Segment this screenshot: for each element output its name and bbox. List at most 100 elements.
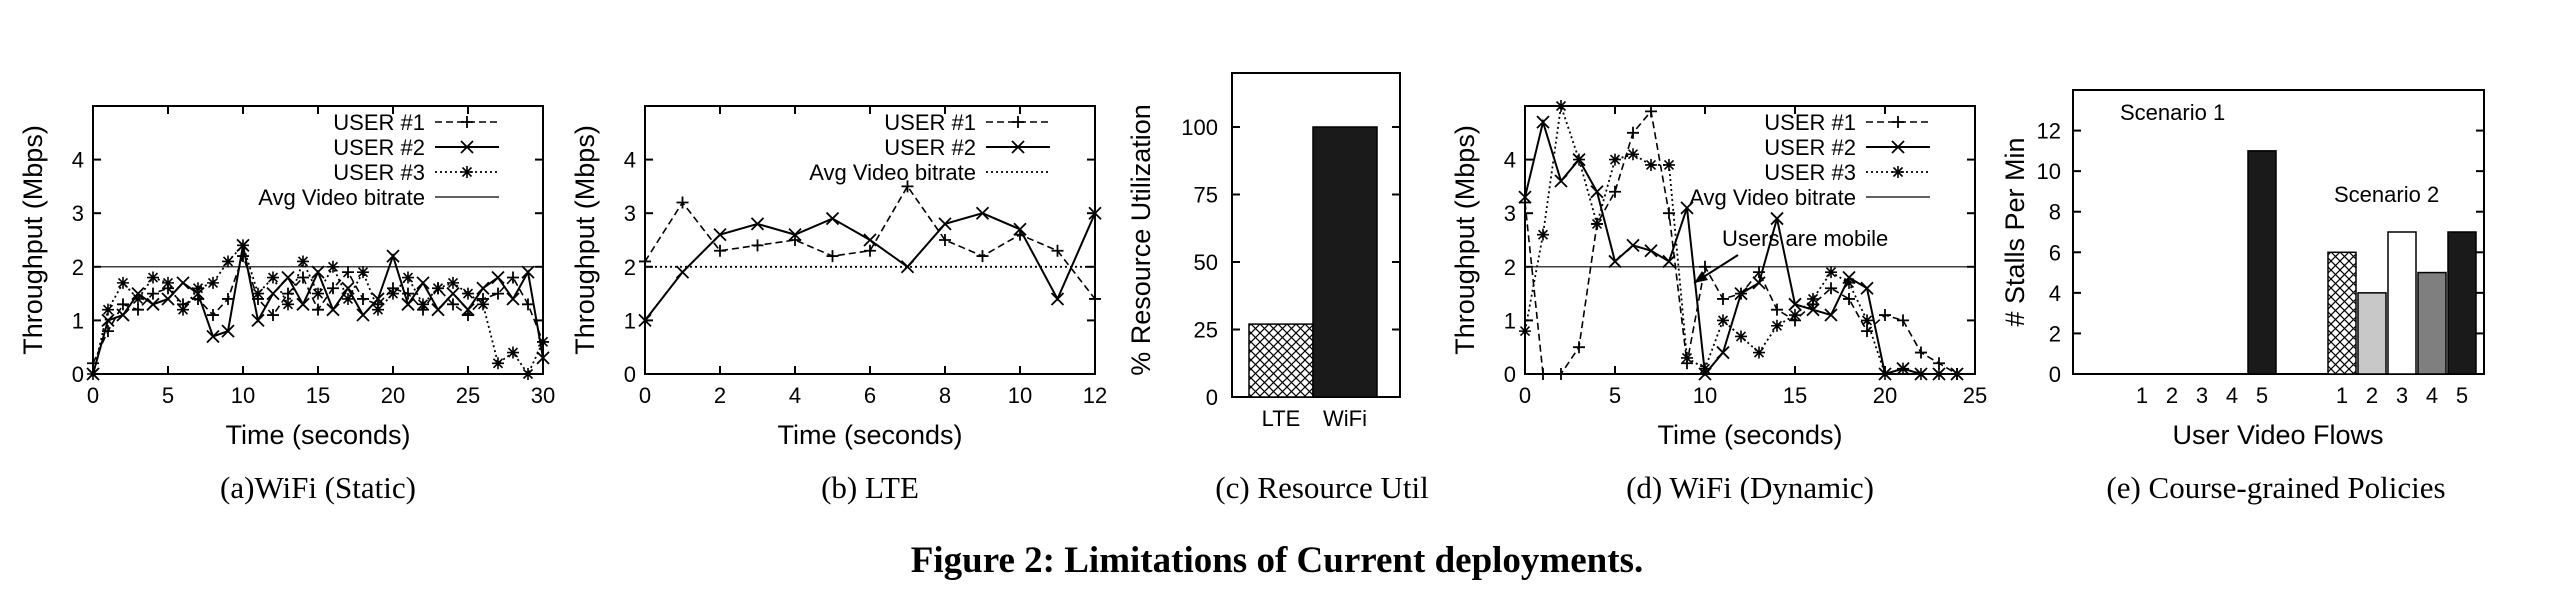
point-user-1 [1627, 126, 1639, 139]
y-axis-label: Throughput (Mbps) [570, 125, 600, 355]
point-user-2 [341, 281, 355, 295]
point-user-3 [1771, 319, 1783, 332]
x-tick-label: 3 [2396, 383, 2408, 408]
legend-label-user-1: USER #1 [884, 110, 976, 135]
legend-marker-user-1 [461, 116, 473, 128]
point-user-1 [492, 287, 504, 300]
y-tick-label: 4 [1504, 148, 1516, 173]
point-user-2 [296, 297, 310, 311]
point-user-2 [476, 281, 490, 295]
legend-marker-user-2 [460, 140, 474, 154]
point-user-3 [1627, 148, 1639, 161]
point-user-1 [1537, 368, 1549, 380]
bar-scenario-2-flow-3 [2387, 231, 2417, 375]
figure-caption: Figure 2: Limitations of Current deploym… [911, 540, 1643, 581]
point-user-2 [1518, 190, 1532, 204]
point-user-1 [976, 250, 989, 263]
point-user-3 [1591, 217, 1603, 230]
point-user-2 [1013, 222, 1027, 236]
point-user-3 [372, 303, 384, 316]
point-user-2 [1590, 185, 1604, 199]
point-user-1 [1771, 303, 1783, 316]
point-user-2 [266, 286, 280, 301]
point-user-1 [639, 255, 651, 268]
x-tick-label: 0 [1519, 383, 1531, 408]
plot-data [86, 238, 550, 381]
point-user-3 [177, 303, 189, 316]
annotation: Users are mobile [1693, 226, 1888, 284]
bar-scenario-2-flow-4 [2417, 271, 2447, 375]
x-tick-label: 0 [87, 383, 99, 408]
point-user-1 [147, 287, 159, 300]
point-user-3 [1879, 368, 1891, 380]
panel-caption: (e) Course-grained Policies [2106, 470, 2445, 505]
legend-label-avg-video-bitrate: Avg Video bitrate [809, 160, 976, 185]
point-user-2 [900, 260, 915, 274]
bar-lte [1248, 323, 1314, 398]
panel-c-resource-util: 0 25 50 75 100 LTE WiFi % Resource Utilization… [1126, 72, 1429, 505]
point-user-1 [447, 298, 459, 311]
y-tick-label: 2 [624, 255, 636, 280]
y-tick-label: 100 [1181, 115, 1218, 140]
point-user-2 [975, 206, 990, 220]
y-tick-label: 6 [2049, 240, 2061, 265]
point-user-2 [1554, 174, 1568, 188]
point-user-3 [1717, 314, 1729, 327]
x-tick-label: 6 [864, 383, 876, 408]
point-user-3 [462, 287, 474, 300]
point-user-2 [506, 292, 520, 306]
point-user-3 [342, 292, 354, 305]
point-user-1 [714, 244, 726, 257]
y-tick-label: 2 [2049, 321, 2061, 346]
point-user-1 [901, 180, 914, 193]
x-tick-label: 2 [2366, 383, 2378, 408]
legend-label-avg-video-bitrate: Avg Video bitrate [1689, 185, 1856, 210]
legend-marker-user-1 [1892, 116, 1904, 128]
y-tick-label: 0 [2049, 362, 2061, 387]
y-tick-label: 10 [2037, 159, 2061, 184]
y-tick-label: 2 [72, 255, 84, 280]
panel-caption: (c) Resource Util [1215, 470, 1428, 505]
point-user-3 [147, 271, 159, 284]
point-user-2 [176, 276, 190, 290]
legend-label-user-2: USER #2 [1764, 135, 1856, 160]
point-user-3 [132, 292, 144, 305]
plot-data [638, 180, 1102, 328]
x-tick-label: 12 [1083, 383, 1107, 408]
point-user-3 [1915, 368, 1927, 380]
x-tick-label: 5 [2456, 383, 2468, 408]
point-user-1 [1843, 292, 1855, 305]
point-user-2 [1824, 308, 1838, 322]
y-tick-label: 1 [624, 308, 636, 333]
x-tick-label: 3 [2196, 383, 2208, 408]
legend-marker-user-2 [1011, 140, 1025, 154]
point-user-1 [342, 266, 354, 279]
point-user-2 [116, 308, 130, 322]
y-tick-label: 12 [2037, 119, 2061, 144]
point-user-3 [1555, 100, 1567, 112]
point-user-2 [326, 303, 340, 317]
point-user-3 [252, 287, 264, 300]
point-user-1 [357, 292, 369, 305]
y-tick-label: 0 [1504, 362, 1516, 387]
point-user-2 [675, 265, 690, 279]
point-user-3 [207, 276, 219, 289]
point-user-3 [102, 303, 114, 316]
point-user-2 [401, 297, 415, 311]
point-user-1 [1645, 105, 1657, 118]
legend-label-user-2: USER #2 [884, 135, 976, 160]
point-user-2 [1644, 244, 1658, 258]
point-user-3 [447, 276, 459, 289]
point-user-3 [1681, 351, 1693, 364]
point-user-3 [522, 368, 534, 380]
point-user-1 [1609, 185, 1621, 198]
y-tick-label: 2 [1504, 255, 1516, 280]
point-user-1 [1933, 357, 1945, 370]
plot-data [1518, 100, 1975, 381]
point-user-2 [386, 249, 400, 263]
legend-label-user-1: USER #1 [1764, 110, 1856, 135]
y-axis-label: # Stalls Per Min [2000, 137, 2030, 326]
point-user-3 [1861, 314, 1873, 327]
